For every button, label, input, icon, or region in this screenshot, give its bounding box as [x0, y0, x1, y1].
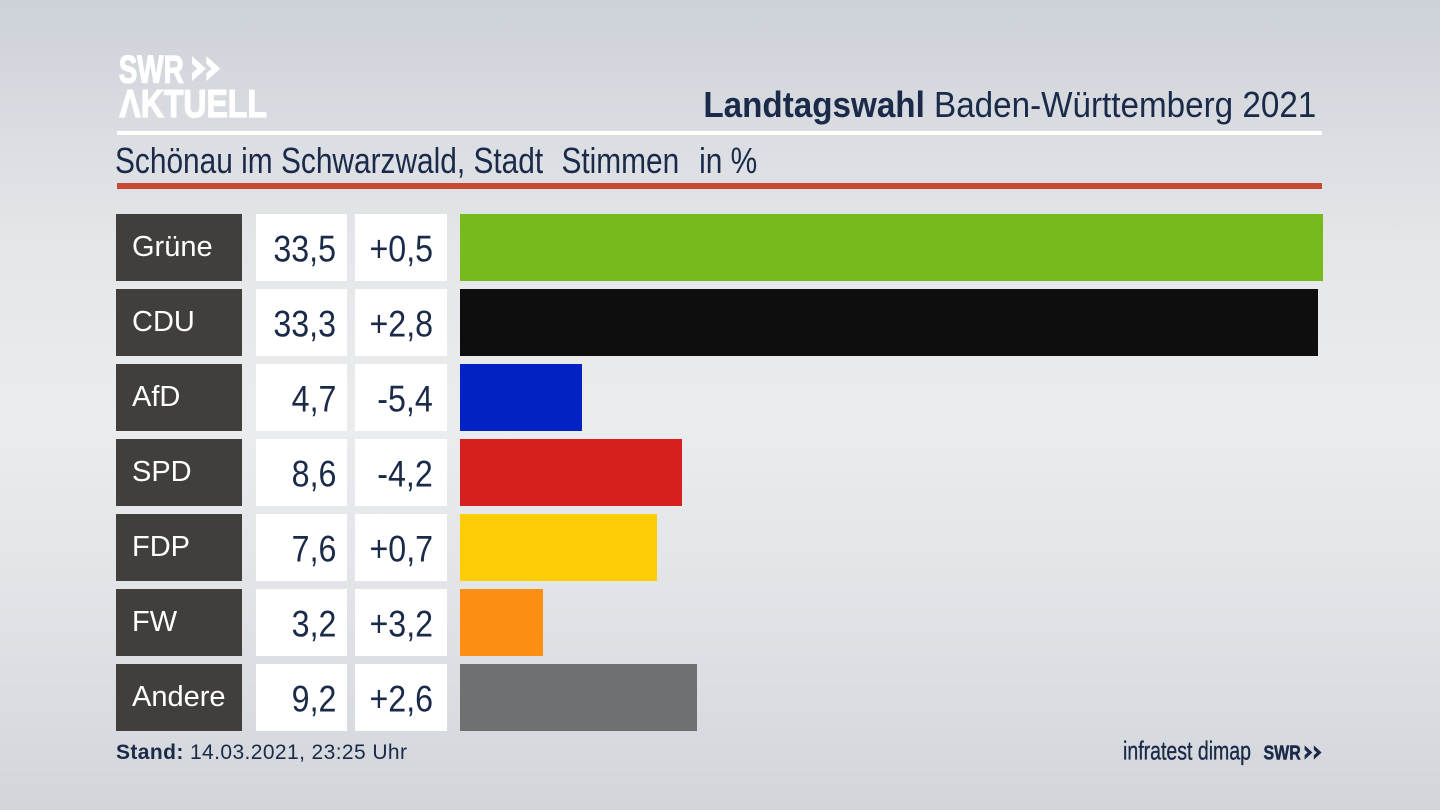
svg-text:SWR: SWR	[1264, 743, 1302, 765]
svg-text:ΛKTUELL: ΛKTUELL	[119, 83, 267, 123]
svg-text:infratest dimap: infratest dimap	[1123, 736, 1251, 766]
svg-text:SWR: SWR	[119, 49, 184, 92]
